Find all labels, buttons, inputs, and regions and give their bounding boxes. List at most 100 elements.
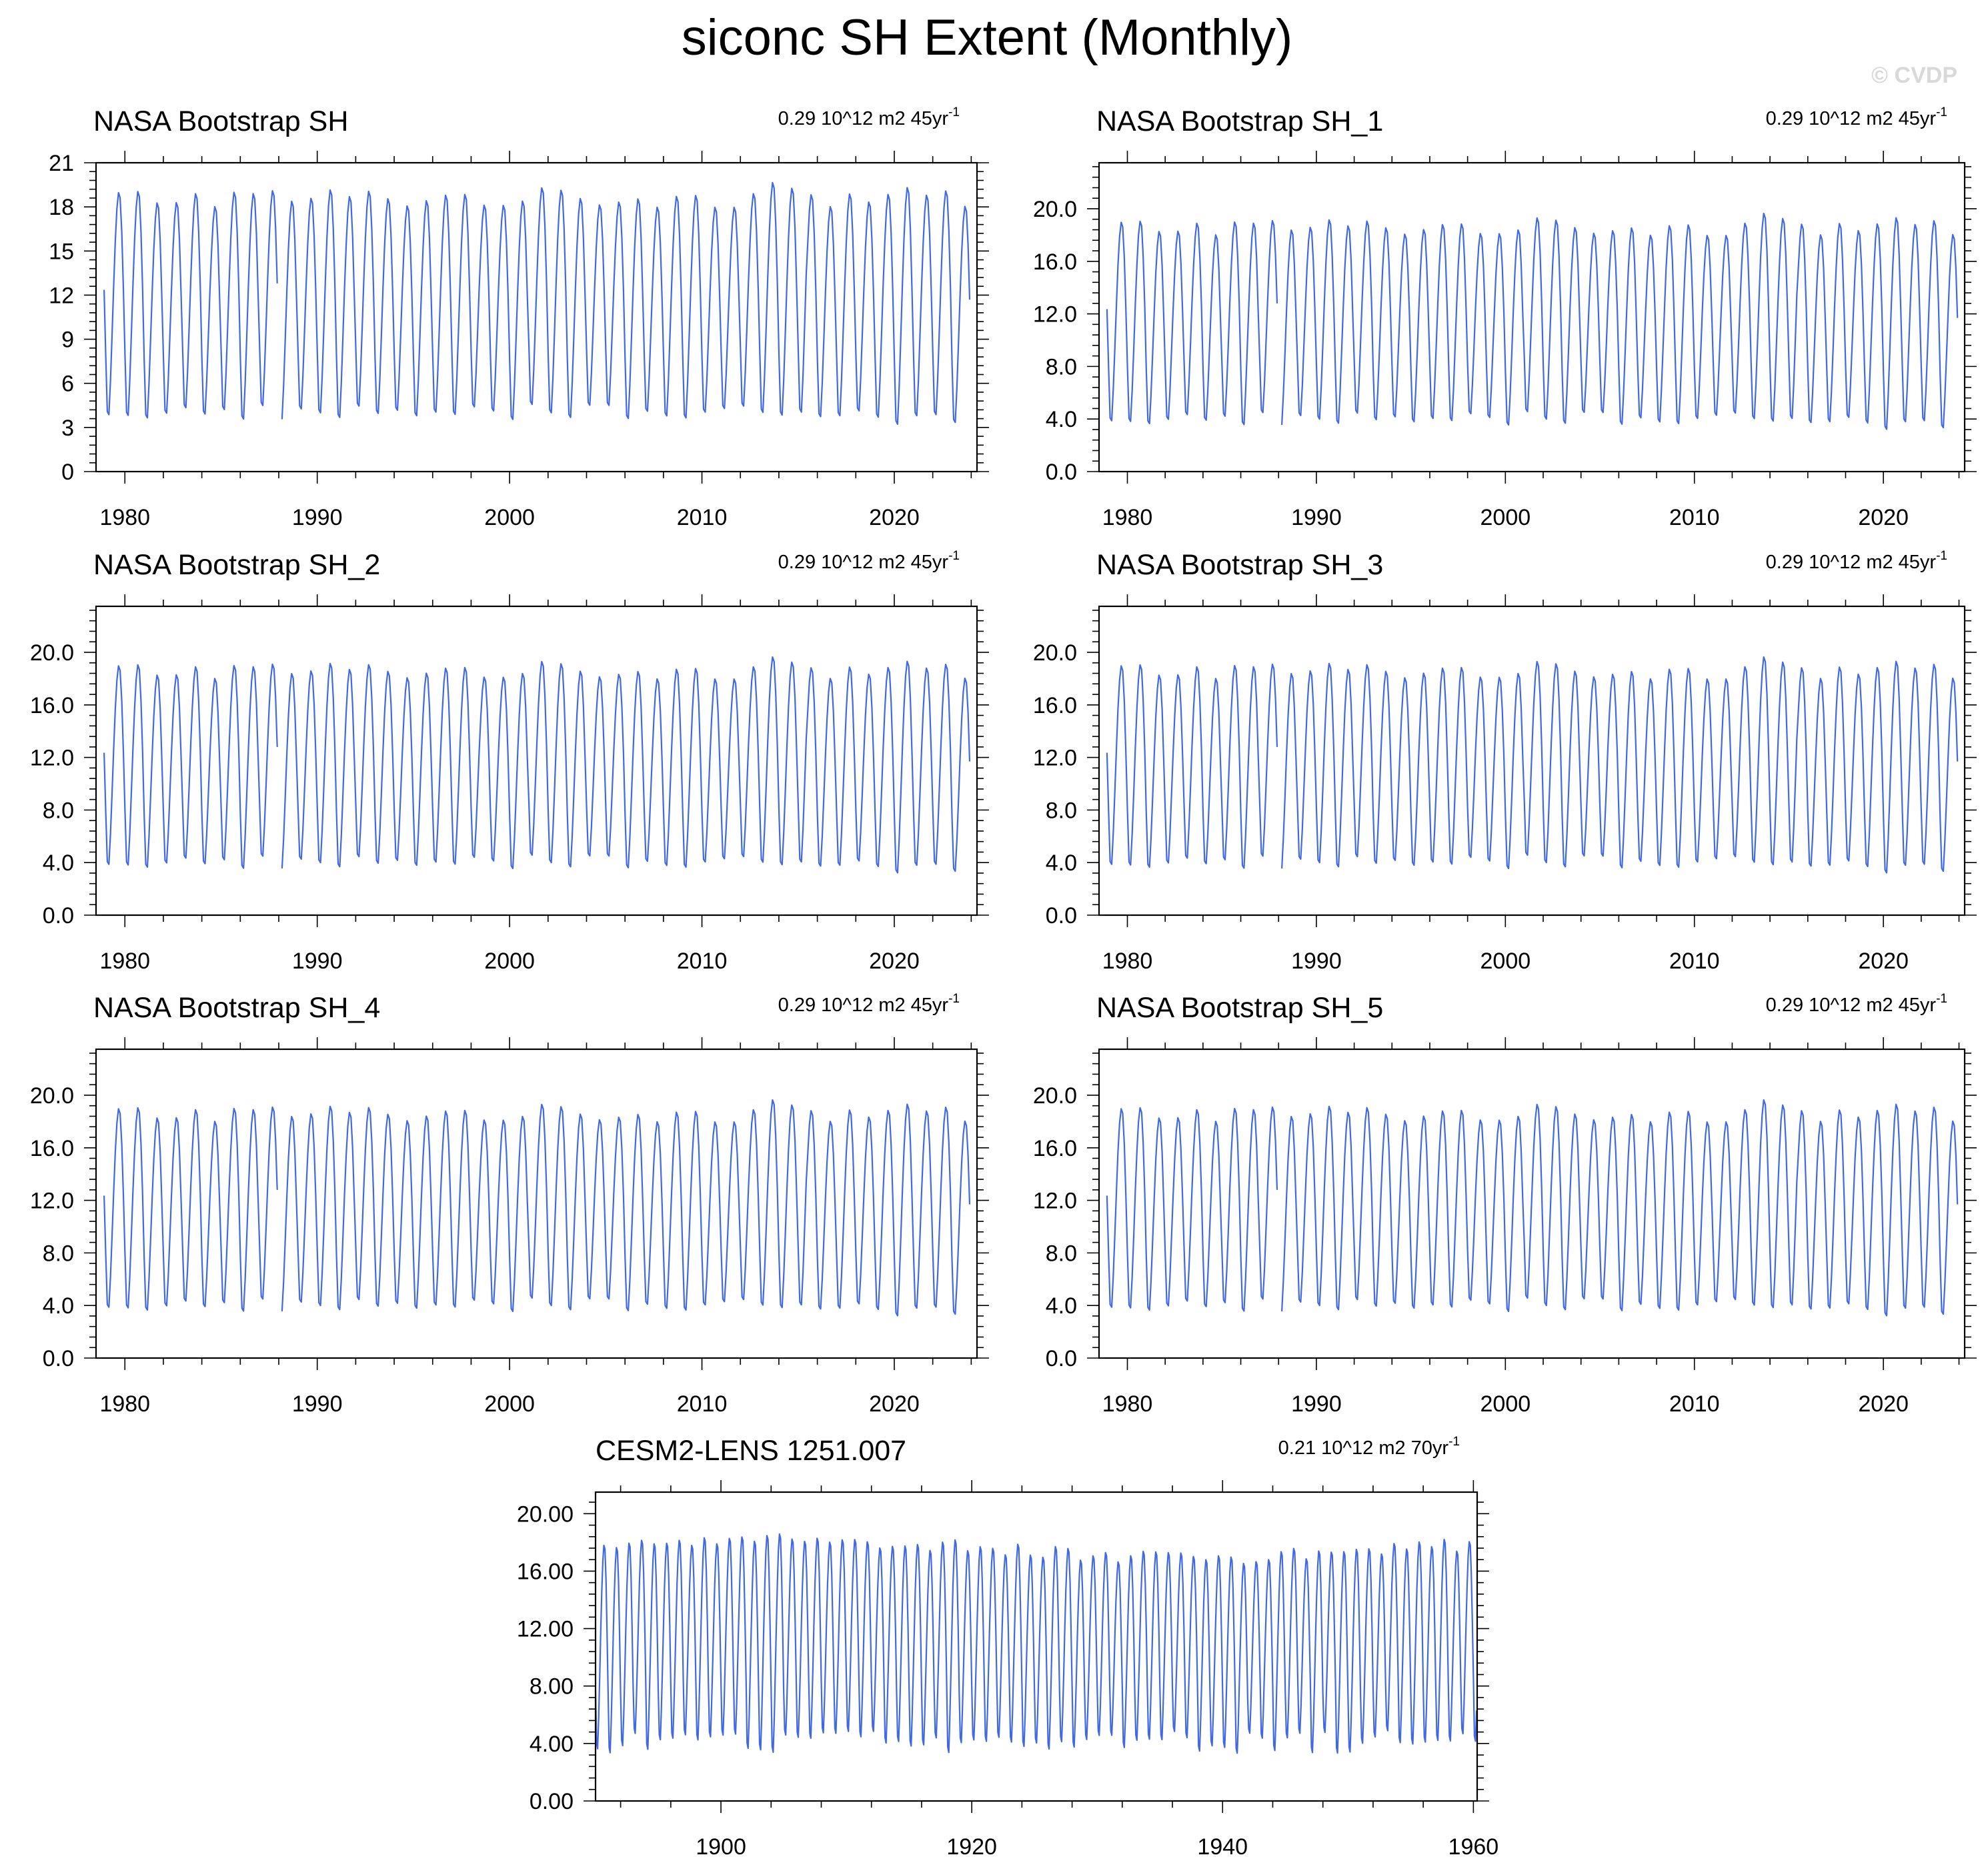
x-tick-label: 2010	[677, 949, 728, 974]
trend-exponent: -1	[948, 992, 960, 1006]
panels: NASA Bootstrap SH 0.29 10^12 m2 45yr-1036…	[30, 105, 1977, 1860]
plot-frame	[1098, 161, 1966, 473]
y-tick-label: 4.0	[1046, 1293, 1077, 1319]
x-tick-label: 2020	[1858, 949, 1909, 974]
plot-frame	[1098, 605, 1966, 916]
y-tick-label: 20.0	[30, 640, 74, 666]
trend-label: 0.21 10^12 m2 70yr-1	[1278, 1435, 1460, 1459]
x-tick-label: 1990	[292, 949, 343, 974]
chart-panel: CESM2-LENS 1251.007 0.21 10^12 m2 70yr-10…	[517, 1435, 1499, 1860]
y-tick-label: 16.0	[1033, 249, 1077, 275]
y-tick-label: 8.0	[1046, 798, 1077, 823]
trend-label: 0.29 10^12 m2 45yr-1	[1766, 105, 1947, 129]
x-tick-label: 1980	[1102, 949, 1153, 974]
y-tick-label: 18	[49, 195, 74, 220]
y-tick-label: 8.0	[1046, 354, 1077, 380]
x-tick-label: 1920	[946, 1834, 997, 1860]
y-tick-label: 21	[49, 151, 74, 176]
trend-exponent: -1	[1936, 105, 1947, 119]
x-tick-label: 2010	[1669, 505, 1720, 530]
x-tick-label: 1990	[1291, 505, 1342, 530]
chart-panel: NASA Bootstrap SH_2 0.29 10^12 m2 45yr-1 0…	[30, 549, 989, 974]
y-tick-label: 0.0	[43, 903, 74, 928]
trend-label: 0.29 10^12 m2 45yr-1	[778, 105, 960, 129]
y-tick-label: 12.0	[1033, 746, 1077, 771]
y-tick-label: 12.0	[1033, 302, 1077, 328]
x-tick-label: 2000	[484, 949, 535, 974]
y-tick-label: 16.0	[30, 693, 74, 718]
trend-exponent: -1	[1448, 1435, 1460, 1449]
panel-title: NASA Bootstrap SH	[93, 105, 348, 137]
x-tick-label: 1980	[99, 1391, 150, 1417]
x-tick-label: 1990	[1291, 949, 1342, 974]
y-tick-label: 6	[61, 372, 74, 397]
trend-label: 0.29 10^12 m2 45yr-1	[778, 549, 960, 573]
plot-frame	[95, 161, 978, 473]
y-tick-label: 16.0	[1033, 1136, 1077, 1161]
x-tick-label: 2000	[1480, 1391, 1531, 1417]
x-tick-label: 1980	[1102, 1391, 1153, 1417]
trend-exponent: -1	[1936, 992, 1947, 1006]
y-tick-label: 0.0	[1046, 460, 1077, 485]
x-tick-label: 2000	[1480, 949, 1531, 974]
x-tick-label: 2020	[869, 505, 920, 530]
trend-value: 0.29 10^12 m2 45yr	[778, 108, 949, 129]
trend-value: 0.29 10^12 m2 45yr	[1766, 108, 1937, 129]
y-tick-label: 16.00	[517, 1559, 574, 1584]
series-line	[1106, 1099, 1959, 1317]
series-line	[1106, 656, 1959, 874]
y-tick-label: 4.0	[1046, 407, 1077, 432]
x-tick-label: 2000	[1480, 505, 1531, 530]
panel-title: NASA Bootstrap SH_3	[1096, 549, 1383, 581]
y-tick-label: 4.0	[43, 850, 74, 876]
trend-label: 0.29 10^12 m2 45yr-1	[778, 992, 960, 1016]
y-tick-label: 12	[49, 283, 74, 308]
y-tick-label: 20.0	[1033, 1083, 1077, 1109]
y-tick-label: 3	[61, 416, 74, 441]
figure-title: siconc SH Extent (Monthly)	[682, 9, 1293, 66]
panel-title: CESM2-LENS 1251.007	[596, 1435, 906, 1467]
x-tick-label: 2020	[1858, 505, 1909, 530]
chart-panel: NASA Bootstrap SH 0.29 10^12 m2 45yr-1 0 3 6…	[49, 105, 989, 530]
trend-value: 0.29 10^12 m2 45yr	[1766, 552, 1937, 573]
x-tick-label: 1990	[1291, 1391, 1342, 1417]
x-tick-label: 1980	[99, 949, 150, 974]
y-tick-label: 8.00	[530, 1674, 574, 1700]
x-tick-label: 2010	[1669, 1391, 1720, 1417]
x-tick-label: 2020	[869, 1391, 920, 1417]
y-tick-label: 20.00	[517, 1501, 574, 1527]
plot-frame	[1098, 1048, 1966, 1359]
y-tick-label: 20.0	[1033, 640, 1077, 666]
x-tick-label: 2020	[869, 949, 920, 974]
y-tick-label: 16.0	[1033, 693, 1077, 718]
trend-exponent: -1	[948, 549, 960, 563]
watermark: © CVDP	[1871, 63, 1957, 88]
y-tick-label: 9	[61, 328, 74, 353]
x-tick-label: 2000	[484, 1391, 535, 1417]
series-line	[1106, 212, 1959, 430]
x-tick-label: 2010	[677, 1391, 728, 1417]
y-tick-label: 20.0	[1033, 197, 1077, 222]
series-line	[103, 656, 971, 874]
x-tick-label: 1940	[1197, 1834, 1248, 1860]
panel-title: NASA Bootstrap SH_5	[1096, 992, 1383, 1024]
panel-title: NASA Bootstrap SH_4	[93, 992, 380, 1024]
trend-value: 0.21 10^12 m2 70yr	[1278, 1437, 1449, 1459]
x-tick-label: 2000	[484, 505, 535, 530]
trend-label: 0.29 10^12 m2 45yr-1	[1766, 549, 1947, 573]
y-tick-label: 8.0	[1046, 1241, 1077, 1266]
y-tick-label: 12.0	[1033, 1189, 1077, 1214]
plot-frame	[594, 1491, 1478, 1802]
series-line	[103, 1099, 971, 1317]
y-tick-label: 0.0	[43, 1346, 74, 1371]
series-line	[594, 1533, 1478, 1754]
trend-exponent: -1	[1936, 549, 1947, 563]
trend-exponent: -1	[948, 105, 960, 119]
x-tick-label: 2020	[1858, 1391, 1909, 1417]
plot-frame	[95, 1048, 978, 1359]
y-tick-label: 15	[49, 239, 74, 264]
series-line	[103, 181, 971, 425]
x-tick-label: 1900	[696, 1834, 746, 1860]
panel-title: NASA Bootstrap SH_2	[93, 549, 380, 581]
